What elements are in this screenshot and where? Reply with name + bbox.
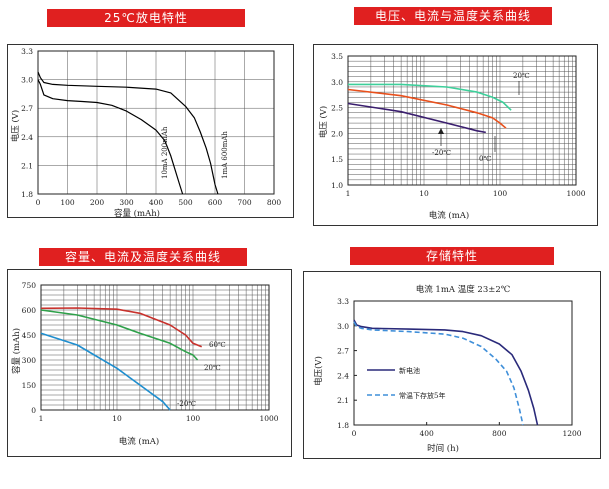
series-line (40, 332, 171, 411)
curve-annotation: 20℃ (204, 364, 221, 372)
series-line (37, 79, 184, 195)
storage-chart-title: 存储特性 (350, 247, 554, 265)
y-tick-label: 2.1 (337, 396, 349, 405)
plot-frame (40, 284, 270, 411)
voltage-current-temp-chart-title: 电压、电流与温度关系曲线 (354, 7, 552, 25)
x-tick-label: 400 (420, 429, 435, 438)
x-tick-label: 0 (352, 429, 357, 438)
x-tick-label: 800 (267, 198, 282, 207)
y-axis-label: 电压 (V) (318, 106, 329, 138)
discharge-chart-title: 25℃放电特性 (47, 9, 245, 27)
y-tick-label: 2.0 (331, 129, 343, 138)
y-tick-label: 300 (22, 356, 37, 365)
x-tick-label: 1 (39, 414, 44, 423)
y-axis-label: 容量 (mAh) (11, 328, 22, 374)
series-line (353, 319, 539, 426)
x-tick-label: 1 (346, 189, 351, 198)
x-tick-label: 10 (419, 189, 429, 198)
series-line (37, 71, 219, 195)
capacity-current-temp-chart-title: 容量、电流及温度关系曲线 (39, 248, 247, 266)
y-tick-label: 450 (22, 331, 37, 340)
discharge-chart: 0 100 200 300 400 500 600 700 800 1.8 2.1 2.4 2.7 3.0… (10, 47, 282, 219)
series-line (40, 309, 199, 361)
capacity-current-temp-chart: 1 10 100 1000 0 150 300 450 600 750 电流 (mA) 容量 (mAh… (11, 281, 279, 447)
chart-subtitle: 电流 1mA 温度 23±2℃ (416, 284, 511, 295)
x-tick-label: 800 (492, 429, 507, 438)
curve-annotation: -20℃ (177, 400, 196, 408)
x-tick-label: 400 (149, 198, 164, 207)
y-tick-label: 2.4 (337, 371, 349, 380)
x-tick-label: 100 (186, 414, 201, 423)
x-tick-label: 10 (112, 414, 122, 423)
curve-annotation: -20℃ (432, 149, 451, 157)
y-tick-label: 1.8 (21, 190, 33, 199)
series-line (40, 307, 202, 348)
x-tick-label: 1200 (562, 429, 581, 438)
y-tick-label: 1.5 (331, 155, 343, 164)
legend-label: 常温下存放5年 (399, 391, 445, 400)
x-tick-label: 200 (90, 198, 105, 207)
y-tick-label: 3.3 (21, 47, 33, 56)
y-tick-label: 2.7 (21, 104, 33, 113)
legend-label: 新电池 (399, 366, 420, 375)
y-tick-label: 750 (22, 281, 37, 290)
y-tick-label: 3.0 (331, 78, 343, 87)
storage-chart: 0 400 800 1200 1.8 2.1 2.4 2.7 3.0 3.3 时间 (h) 电压(V)… (313, 284, 582, 454)
y-tick-label: 2.5 (331, 104, 343, 113)
discharge-chart-panel (7, 44, 294, 218)
plot-frame (37, 50, 275, 195)
y-tick-label: 0 (31, 406, 36, 415)
x-tick-label: 700 (237, 198, 252, 207)
curve-annotation: 0℃ (479, 155, 491, 163)
x-axis-label: 电流 (mA) (429, 210, 470, 221)
x-tick-label: 600 (208, 198, 223, 207)
x-axis-label: 电流 (mA) (119, 436, 160, 447)
storage-chart-panel (303, 271, 601, 459)
y-axis-label: 电压(V) (313, 356, 324, 386)
y-tick-label: 2.4 (21, 133, 33, 142)
voltage-current-temp-chart-panel (313, 44, 598, 226)
curve-annotation: 20℃ (513, 72, 530, 80)
y-tick-label: 3.0 (21, 76, 33, 85)
y-tick-label: 3.0 (337, 322, 349, 331)
x-tick-label: 100 (60, 198, 75, 207)
curve-annotation: 10mA 200mAh (161, 126, 169, 179)
series-line (347, 88, 507, 129)
annotation-arrowhead (438, 128, 444, 134)
y-tick-label: 2.1 (21, 161, 33, 170)
curve-annotation: 1mA 600mAh (221, 131, 229, 179)
series-line (348, 83, 512, 111)
x-tick-label: 0 (36, 198, 41, 207)
x-tick-label: 1000 (259, 414, 278, 423)
y-tick-label: 1.0 (331, 181, 343, 190)
plot-frame (347, 55, 577, 186)
x-axis-label: 时间 (h) (427, 443, 459, 454)
x-tick-label: 100 (493, 189, 508, 198)
y-tick-label: 150 (22, 381, 37, 390)
voltage-current-temp-chart: 1 10 100 1000 1.0 1.5 2.0 2.5 3.0 3.5 电流 (mA) 电压 (V… (318, 52, 586, 221)
y-tick-label: 2.7 (337, 347, 349, 356)
x-tick-label: 1000 (566, 189, 585, 198)
y-axis-label: 电压 (V) (10, 110, 21, 142)
y-tick-label: 3.5 (331, 52, 343, 61)
series-line (347, 102, 486, 134)
y-tick-label: 3.3 (337, 297, 349, 306)
series-line (353, 321, 524, 426)
x-tick-label: 300 (119, 198, 134, 207)
y-tick-label: 600 (22, 306, 37, 315)
plot-frame (353, 300, 573, 426)
curve-annotation: 60℃ (209, 341, 226, 349)
capacity-current-temp-chart-panel (7, 269, 292, 457)
x-axis-label: 容量 (mAh) (114, 208, 160, 219)
y-tick-label: 1.8 (337, 421, 349, 430)
x-tick-label: 500 (178, 198, 193, 207)
